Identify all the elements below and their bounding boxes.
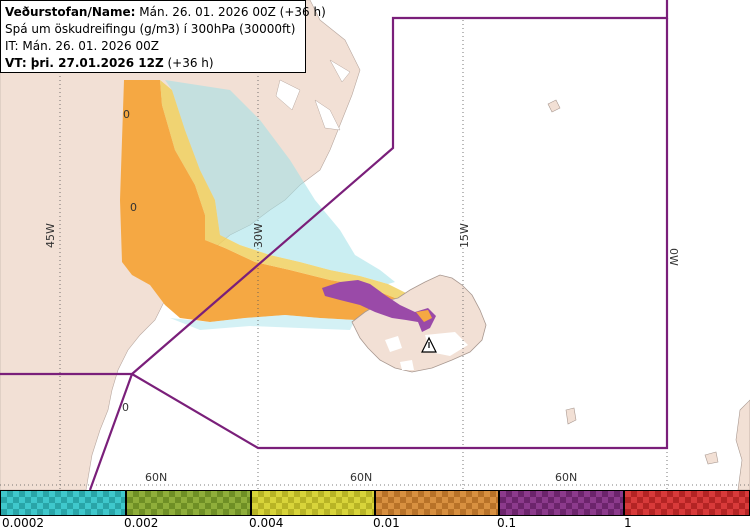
legend-tick-label: 0.004 <box>249 516 284 530</box>
lat-label-60n: 60N <box>350 471 372 484</box>
header-line-4: VT: þri. 27.01.2026 12Z (+36 h) <box>5 56 214 70</box>
norway-coast <box>735 399 750 490</box>
lat-label-60n: 60N <box>145 471 167 484</box>
legend-bin-3 <box>251 490 375 516</box>
ash-region-purple <box>322 280 436 332</box>
island <box>704 451 719 465</box>
glacier <box>400 360 414 370</box>
header-line-2: Spá um öskudreifingu (g/m3) í 300hPa (30… <box>5 22 296 36</box>
legend-bin-6 <box>624 490 750 516</box>
legend-tick-label: 0.002 <box>124 516 159 530</box>
ash-core-orange <box>416 310 432 322</box>
ash-region-yellow <box>160 80 420 312</box>
zero-label: 0 <box>130 201 137 214</box>
lon-label-30w: 30W <box>252 223 265 248</box>
forecast-map: 45W 30W 15W 0W 60N 60N 60N 0 0 0 <box>0 0 750 490</box>
lon-label-15w: 15W <box>458 223 471 248</box>
legend-tick-label: 0.01 <box>373 516 400 530</box>
zero-label: 0 <box>123 108 130 121</box>
lon-label-45w: 45W <box>44 223 57 248</box>
legend-bin-2 <box>126 490 251 516</box>
glacier <box>425 332 468 356</box>
ash-region-trace <box>165 80 395 284</box>
legend-bin-1 <box>0 490 126 516</box>
legend-bin-4 <box>375 490 499 516</box>
legend-bin-5 <box>499 490 624 516</box>
header-line-1: Veðurstofan/Name: Mán. 26. 01. 2026 00Z … <box>5 5 326 19</box>
island <box>565 407 577 425</box>
legend-tick-label: 0.0002 <box>2 516 44 530</box>
glacier <box>385 336 402 352</box>
ash-region-orange <box>120 80 412 322</box>
legend-tick-label: 1 <box>624 516 632 530</box>
header-line-3: IT: Mán. 26. 01. 2026 00Z <box>5 39 159 53</box>
fjord <box>314 99 341 131</box>
lon-label-0w: 0W <box>667 248 680 266</box>
legend-tick-label: 0.1 <box>497 516 517 530</box>
island <box>547 99 561 113</box>
fjord <box>275 79 301 111</box>
concentration-legend: 0.0002 0.002 0.004 0.01 0.1 1 <box>0 490 750 532</box>
triangle-warning-icon <box>421 336 437 353</box>
fir-boundary <box>0 0 669 490</box>
forecast-info-box: Veðurstofan/Name: Mán. 26. 01. 2026 00Z … <box>0 0 326 73</box>
fjord <box>329 59 351 83</box>
ash-region-trace <box>170 315 355 330</box>
zero-label: 0 <box>122 401 129 414</box>
lat-label-60n: 60N <box>555 471 577 484</box>
